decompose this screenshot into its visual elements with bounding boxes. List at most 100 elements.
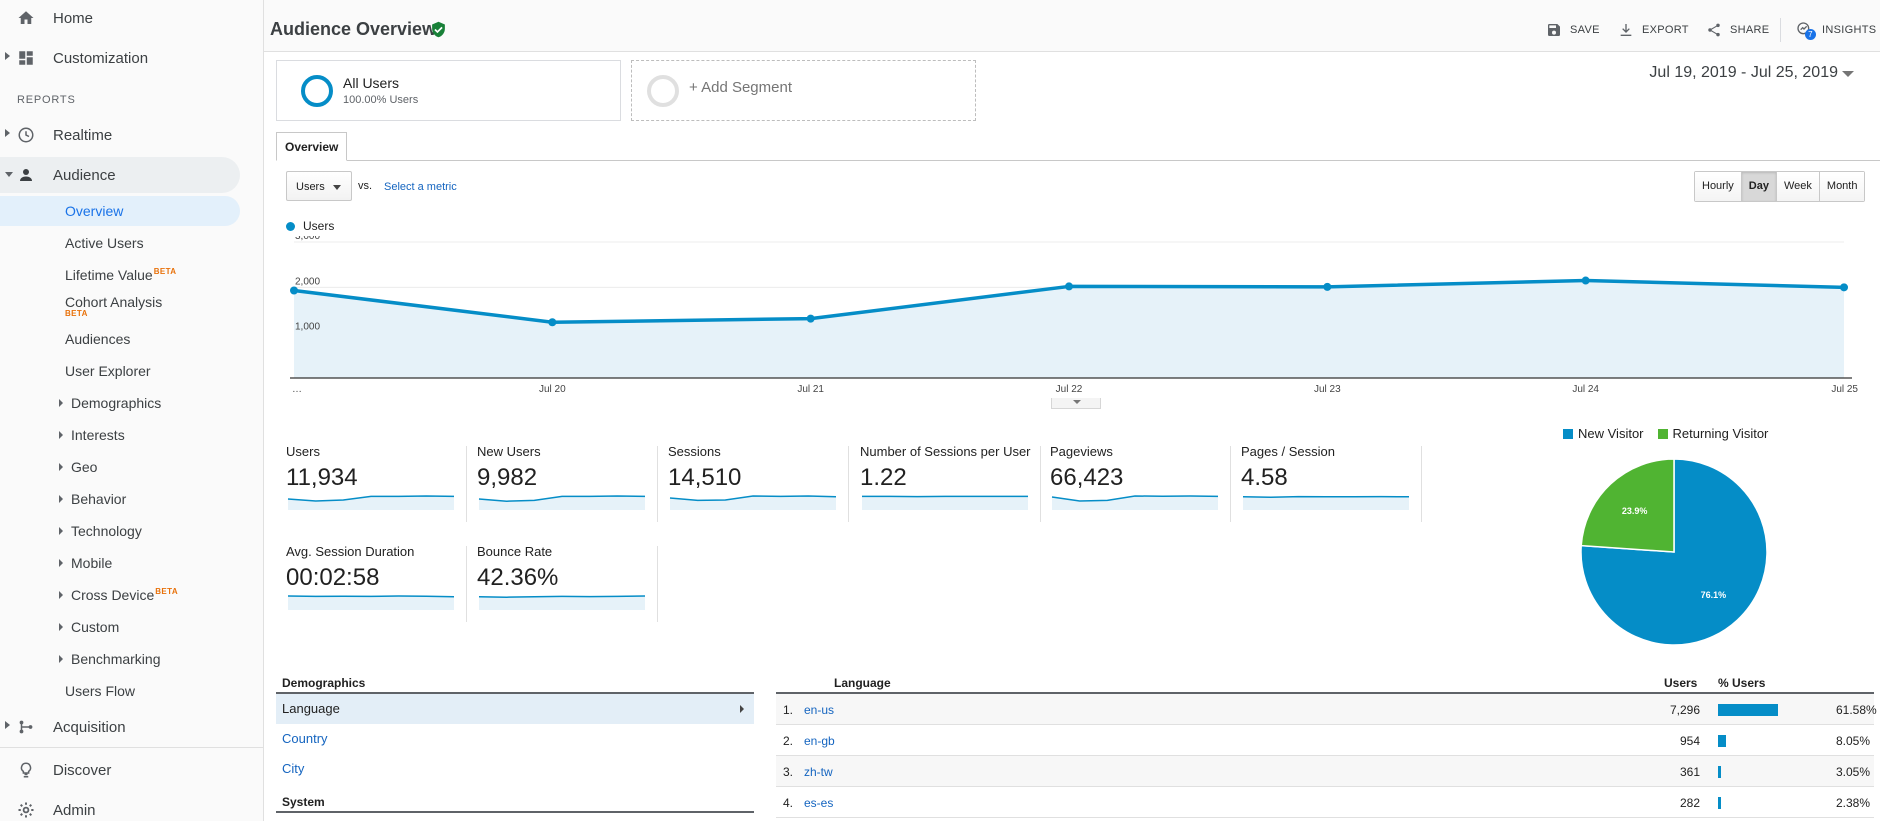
sidebar-subitem-custom[interactable]: Custom <box>0 612 240 642</box>
chart-collapse-toggle[interactable] <box>1051 398 1101 409</box>
expand-caret-icon <box>59 463 63 471</box>
export-button[interactable]: EXPORT <box>1618 18 1689 42</box>
metric-value: 4.58 <box>1241 464 1288 491</box>
demographics-item-label: Language <box>282 701 340 716</box>
sidebar-subitem-users-flow[interactable]: Users Flow <box>0 676 240 706</box>
select-metric-link[interactable]: Select a metric <box>384 181 457 193</box>
share-bar <box>1718 735 1726 747</box>
sidebar-subitem-user-explorer[interactable]: User Explorer <box>0 356 240 386</box>
metric-sparkline <box>287 495 455 510</box>
segment-all-users[interactable]: All Users 100.00% Users <box>276 60 621 121</box>
sidebar-subitem-label: Technology <box>71 523 142 539</box>
sidebar-subitem-mobile[interactable]: Mobile <box>0 548 240 578</box>
sidebar-subitem-label: Lifetime ValueBETA <box>65 267 176 283</box>
sidebar-item-customization[interactable]: Customization <box>0 40 240 76</box>
language-link[interactable]: zh-tw <box>804 765 833 779</box>
chevron-down-icon <box>333 185 341 190</box>
sidebar-item-audience[interactable]: Audience <box>0 157 240 193</box>
sparkline-area <box>479 496 645 510</box>
y-tick-label: 1,000 <box>295 322 320 333</box>
sidebar-subitem-cross-device[interactable]: Cross DeviceBETA <box>0 580 240 610</box>
save-button[interactable]: SAVE <box>1546 18 1600 42</box>
metric-tile[interactable]: Sessions 14,510 <box>668 444 846 522</box>
data-point[interactable] <box>1065 282 1073 291</box>
sidebar-subitem-cohort-analysis[interactable]: Cohort Analysis BETA <box>0 292 240 322</box>
metric-label: Avg. Session Duration <box>286 544 415 559</box>
page-title: Audience Overview <box>270 19 437 39</box>
language-link[interactable]: es-es <box>804 796 834 810</box>
sidebar-item-acquisition[interactable]: Acquisition <box>0 709 240 745</box>
sparkline-line <box>1242 495 1410 498</box>
date-range-picker[interactable]: Jul 19, 2019 - Jul 25, 2019 <box>1649 64 1838 81</box>
share-bar <box>1718 766 1721 778</box>
share-icon <box>1708 23 1720 37</box>
granularity-day-button[interactable]: Day <box>1741 172 1777 201</box>
sidebar-subitem-technology[interactable]: Technology <box>0 516 240 546</box>
metric-tile[interactable]: Number of Sessions per User 1.22 <box>860 444 1038 522</box>
metric-tile[interactable]: Bounce Rate 42.36% <box>477 544 655 622</box>
metric-select[interactable]: Users <box>286 171 352 201</box>
add-segment-button[interactable]: + Add Segment <box>631 60 976 121</box>
insights-count-badge: 7 <box>1805 29 1816 40</box>
chevron-down-icon[interactable] <box>1842 71 1854 77</box>
tab-bar-line <box>276 160 1880 161</box>
tab-overview[interactable]: Overview <box>276 132 348 161</box>
pie-slice[interactable] <box>1580 458 1768 646</box>
sidebar-item-realtime[interactable]: Realtime <box>0 117 240 153</box>
sidebar-item-admin[interactable]: Admin <box>0 792 240 821</box>
export-label: EXPORT <box>1642 24 1689 36</box>
language-link[interactable]: en-us <box>804 703 835 717</box>
pie-legend-item-new-visitor: New Visitor <box>1563 426 1644 441</box>
pie-slice[interactable] <box>1580 458 1675 553</box>
metric-tile[interactable]: Pageviews 66,423 <box>1050 444 1228 522</box>
language-link[interactable]: en-gb <box>804 734 835 748</box>
demographics-item-language[interactable]: Language <box>276 694 754 724</box>
expand-caret-icon <box>5 721 10 729</box>
sidebar-subitem-audiences[interactable]: Audiences <box>0 324 240 354</box>
sidebar-subitem-interests[interactable]: Interests <box>0 420 240 450</box>
data-point[interactable] <box>548 318 557 327</box>
metric-tile[interactable]: New Users 9,982 <box>477 444 655 522</box>
metric-tile[interactable]: Pages / Session 4.58 <box>1241 444 1419 522</box>
sparkline-line <box>478 595 646 598</box>
data-point[interactable] <box>1840 283 1848 292</box>
sparkline-area <box>670 496 836 510</box>
sidebar-subitem-geo[interactable]: Geo <box>0 452 240 482</box>
metric-sparkline <box>478 495 646 510</box>
insights-button[interactable]: 7 INSIGHTS <box>1796 18 1876 42</box>
cross-device-label: Cross Device <box>71 587 155 603</box>
sidebar-subitem-lifetime-value[interactable]: Lifetime ValueBETA <box>0 260 240 290</box>
sidebar-subitem-demographics[interactable]: Demographics <box>0 388 240 418</box>
data-point[interactable] <box>806 314 815 323</box>
sidebar-item-label: Realtime <box>53 126 113 144</box>
share-label: SHARE <box>1730 24 1770 36</box>
demographics-item-country[interactable]: Country <box>282 731 328 746</box>
table-row: 4. es-es 282 2.38% <box>776 787 1874 818</box>
demographics-item-city[interactable]: City <box>282 761 305 776</box>
sidebar-subitem-active-users[interactable]: Active Users <box>0 228 240 258</box>
row-divider <box>776 724 1874 725</box>
sidebar-item-home[interactable]: Home <box>0 0 240 36</box>
data-point[interactable] <box>1323 282 1332 291</box>
dashboard-icon <box>19 51 33 65</box>
sidebar-subitem-label: Cross DeviceBETA <box>71 587 178 603</box>
share-bar <box>1718 797 1721 809</box>
metric-tile[interactable]: Users 11,934 <box>286 444 464 522</box>
sidebar-item-discover[interactable]: Discover <box>0 752 240 788</box>
data-point[interactable] <box>290 286 298 295</box>
granularity-month-button[interactable]: Month <box>1819 172 1865 201</box>
sidebar-subitem-benchmarking[interactable]: Benchmarking <box>0 644 240 674</box>
tile-divider <box>657 546 658 622</box>
granularity-week-button[interactable]: Week <box>1776 172 1820 201</box>
users-column-header: Users <box>1664 676 1698 690</box>
share-button[interactable]: SHARE <box>1706 18 1769 42</box>
sidebar-subitem-behavior[interactable]: Behavior <box>0 484 240 514</box>
x-tick-label: Jul 21 <box>797 384 824 395</box>
expand-caret-icon <box>59 559 63 567</box>
metric-tile[interactable]: Avg. Session Duration 00:02:58 <box>286 544 464 622</box>
data-point[interactable] <box>1581 276 1590 285</box>
legend-series-label: Users <box>303 219 335 233</box>
sparkline-line <box>1051 495 1219 502</box>
granularity-hourly-button[interactable]: Hourly <box>1695 172 1742 201</box>
sidebar-subitem-overview[interactable]: Overview <box>0 196 240 226</box>
